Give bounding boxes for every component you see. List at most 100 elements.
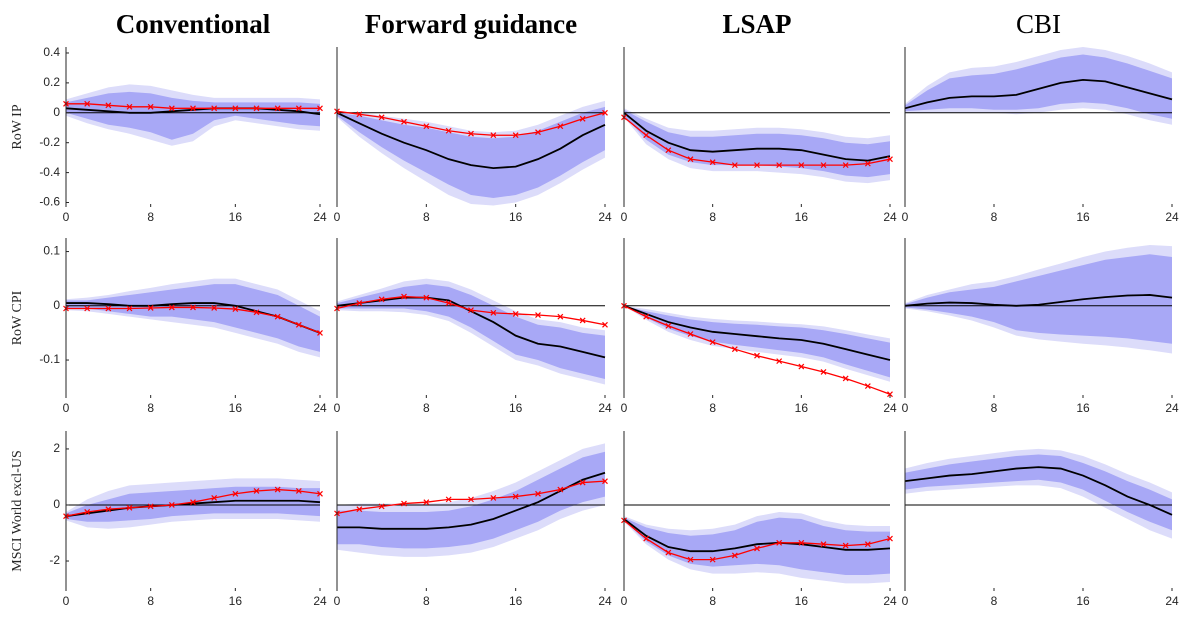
- y-tick-label: -0.6: [39, 195, 60, 209]
- x-marker: [168, 105, 175, 112]
- x-marker: [776, 162, 783, 169]
- confidence-band: [337, 106, 605, 199]
- x-marker: [147, 103, 154, 110]
- x-marker: [232, 490, 239, 497]
- x-marker: [665, 147, 672, 154]
- x-tick-label: 16: [795, 401, 809, 415]
- panel-title: LSAP: [722, 9, 791, 39]
- x-marker: [798, 539, 805, 546]
- x-marker: [643, 313, 650, 320]
- x-marker: [535, 129, 541, 136]
- y-tick-label: 2: [53, 441, 60, 455]
- x-tick-label: 8: [709, 594, 716, 608]
- y-axis-label: RoW CPI: [10, 290, 25, 345]
- x-marker: [557, 123, 564, 130]
- x-marker: [445, 496, 452, 503]
- x-tick-label: 24: [883, 594, 897, 608]
- x-tick-label: 8: [991, 210, 998, 224]
- x-marker: [820, 369, 827, 375]
- y-axis-label: MSCI World excl-US: [10, 450, 25, 572]
- x-marker: [378, 296, 385, 303]
- x-marker: [423, 294, 430, 301]
- y-tick-label: -0.2: [39, 135, 60, 149]
- x-tick-label: 16: [229, 401, 243, 415]
- x-marker: [253, 488, 260, 494]
- x-marker: [401, 293, 407, 300]
- x-marker: [401, 118, 407, 125]
- x-marker: [602, 109, 608, 116]
- x-marker: [84, 305, 91, 312]
- response-line: [904, 466, 1173, 516]
- x-tick-label: 8: [709, 210, 716, 224]
- x-tick-label: 0: [621, 401, 628, 415]
- x-marker: [356, 506, 363, 513]
- x-tick-label: 16: [229, 210, 243, 224]
- x-marker: [295, 488, 302, 494]
- x-marker: [253, 105, 260, 112]
- x-marker: [84, 509, 91, 515]
- x-marker: [490, 495, 497, 501]
- x-marker: [356, 300, 363, 307]
- x-marker: [232, 306, 239, 312]
- x-marker: [512, 132, 519, 139]
- x-marker: [317, 105, 323, 112]
- x-marker: [864, 160, 871, 167]
- x-tick-label: 8: [423, 401, 430, 415]
- x-marker: [557, 486, 564, 493]
- x-tick-label: 8: [147, 401, 154, 415]
- x-tick-label: 24: [313, 210, 327, 224]
- x-marker: [709, 556, 716, 563]
- panel: Forward guidance 0 8 16 24: [334, 9, 612, 224]
- x-marker: [274, 486, 281, 493]
- confidence-band: [66, 91, 320, 140]
- x-tick-label: 0: [621, 594, 628, 608]
- x-tick-label: 0: [334, 401, 341, 415]
- x-tick-label: 16: [795, 594, 809, 608]
- confidence-band: [905, 254, 1172, 344]
- x-marker: [401, 500, 407, 507]
- x-marker: [864, 383, 871, 389]
- x-tick-label: 24: [313, 401, 327, 415]
- x-marker: [126, 504, 133, 511]
- x-marker: [754, 545, 760, 552]
- x-marker: [887, 156, 893, 163]
- x-tick-label: 16: [1076, 210, 1090, 224]
- response-line: [336, 296, 606, 359]
- x-tick-label: 8: [423, 210, 430, 224]
- x-marker: [535, 490, 541, 497]
- x-tick-label: 8: [423, 594, 430, 608]
- x-marker: [754, 162, 760, 169]
- x-marker: [190, 304, 196, 311]
- x-marker: [887, 391, 893, 398]
- x-tick-label: 0: [63, 210, 70, 224]
- confidence-band: [624, 305, 890, 378]
- x-tick-label: 0: [621, 210, 628, 224]
- x-tick-label: 0: [902, 594, 909, 608]
- x-marker: [842, 375, 849, 382]
- x-marker: [211, 495, 218, 501]
- panel: 0 8 16 24: [621, 431, 897, 608]
- panel-title: CBI: [1016, 9, 1061, 39]
- y-tick-label: -0.4: [39, 165, 60, 179]
- x-marker: [602, 321, 608, 328]
- panel: 0 8 16 24: [334, 431, 612, 608]
- x-marker: [731, 346, 738, 353]
- x-tick-label: 16: [229, 594, 243, 608]
- y-tick-label: -0.1: [39, 352, 60, 366]
- x-marker: [445, 127, 452, 134]
- x-tick-label: 16: [1076, 401, 1090, 415]
- x-tick-label: 24: [1165, 401, 1179, 415]
- x-tick-label: 16: [509, 594, 523, 608]
- x-marker: [864, 541, 871, 548]
- x-marker: [557, 313, 564, 320]
- x-marker: [887, 535, 893, 542]
- x-marker: [468, 307, 474, 314]
- x-tick-label: 24: [1165, 594, 1179, 608]
- x-tick-label: 0: [902, 210, 909, 224]
- x-marker: [168, 502, 175, 508]
- x-marker: [820, 162, 827, 169]
- panel: CBI 0 8 16 24: [902, 9, 1179, 224]
- x-tick-label: 0: [63, 594, 70, 608]
- x-marker: [579, 479, 586, 486]
- confidence-band: [624, 517, 890, 576]
